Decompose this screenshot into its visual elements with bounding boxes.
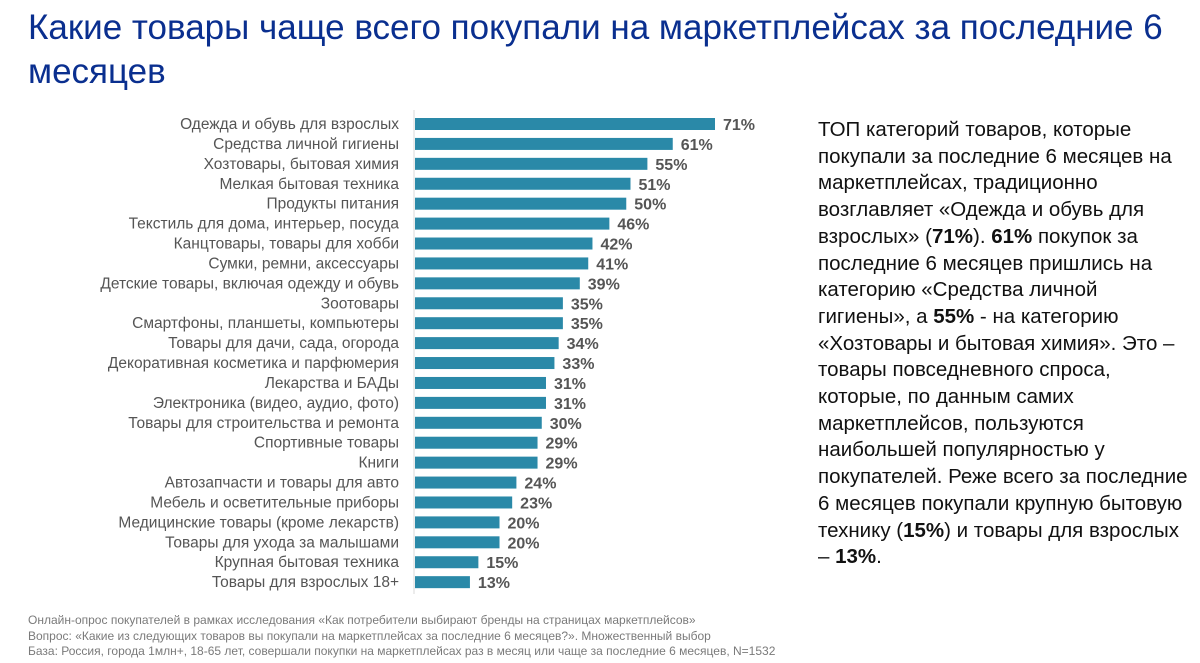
category-label: Зоотовары (321, 295, 399, 312)
category-label: Одежда и обувь для взрослых (180, 116, 399, 133)
description-segment: покупок за последние 6 месяцев пришлись … (818, 224, 1153, 328)
highlight-value: 61% (991, 224, 1033, 248)
data-label: 51% (638, 177, 670, 194)
data-label: 61% (681, 137, 713, 154)
description-segment: ) и товары для взрослых – (818, 518, 1180, 569)
category-label: Мебель и осветительные приборы (150, 494, 399, 511)
bar (415, 177, 631, 190)
data-label: 50% (634, 197, 666, 214)
data-label: 29% (546, 456, 578, 473)
page-title: Какие товары чаще всего покупали на марк… (28, 8, 1163, 91)
category-label: Хозтовары, бытовая химия (204, 156, 399, 173)
data-label: 31% (554, 396, 586, 413)
category-label: Канцтовары, товары для хобби (174, 236, 399, 253)
bar (415, 217, 610, 230)
data-label: 24% (524, 476, 556, 493)
bar (415, 416, 542, 429)
bar (415, 396, 546, 409)
bar (415, 257, 589, 270)
category-label: Товары для взрослых 18+ (212, 574, 399, 591)
category-label: Продукты питания (266, 196, 399, 213)
description-segment: - на категорию «Хозтовары и бытовая хими… (818, 304, 1188, 542)
bar (415, 516, 500, 529)
data-label: 30% (550, 416, 582, 433)
bar (415, 317, 563, 330)
bar (415, 157, 648, 170)
bar-chart: Одежда и обувь для взрослых 71% Средства л… (100, 110, 755, 594)
data-label: 34% (567, 336, 599, 353)
data-label: 23% (520, 495, 552, 512)
data-label: 35% (571, 296, 603, 313)
data-label: 13% (478, 575, 510, 592)
data-label: 29% (546, 436, 578, 453)
category-label: Книги (358, 455, 399, 472)
bar (415, 137, 673, 150)
bar (415, 576, 470, 589)
description-segment: ТОП категорий товаров, которые покупали … (818, 118, 1172, 248)
data-label: 46% (617, 217, 649, 234)
category-label: Крупная бытовая техника (215, 554, 400, 571)
description-segment: ). (973, 224, 992, 248)
data-label: 20% (508, 515, 540, 532)
category-label: Медицинские товары (кроме лекарств) (118, 514, 399, 531)
data-label: 15% (486, 555, 518, 572)
bar (415, 237, 593, 250)
bar (415, 357, 555, 370)
category-label: Текстиль для дома, интерьер, посуда (129, 216, 400, 233)
description-text: ТОП категорий товаров, которые покупали … (818, 117, 1188, 571)
bar (415, 436, 538, 449)
bar (415, 536, 500, 549)
data-label: 71% (723, 117, 755, 134)
bar (415, 456, 538, 469)
data-label: 33% (562, 356, 594, 373)
bar (415, 118, 715, 130)
category-label: Детские товары, включая одежду и обувь (100, 275, 399, 292)
highlight-value: 13% (835, 545, 877, 569)
bar (415, 496, 513, 509)
data-label: 41% (596, 256, 628, 273)
category-label: Автозапчасти и товары для авто (165, 475, 399, 492)
category-label: Декоративная косметика и парфюмерия (108, 355, 399, 372)
bar (415, 556, 479, 569)
category-label: Смартфоны, планшеты, компьютеры (132, 315, 399, 332)
data-label: 20% (508, 535, 540, 552)
footnotes: Онлайн-опрос покупателей в рамках исслед… (28, 613, 775, 660)
highlight-value: 71% (931, 224, 974, 248)
category-label: Мелкая бытовая техника (219, 176, 399, 193)
footnote-question: Вопрос: «Какие из следующих товаров вы п… (28, 628, 711, 643)
category-label: Товары для ухода за малышами (165, 534, 399, 551)
bar (415, 197, 627, 210)
category-label: Спортивные товары (254, 435, 399, 452)
data-label: 55% (655, 157, 687, 174)
data-label: 42% (600, 237, 632, 254)
category-label: Лекарства и БАДы (265, 375, 399, 392)
category-label: Товары для дачи, сада, огорода (168, 335, 399, 352)
category-label: Средства личной гигиены (213, 136, 399, 153)
data-label: 35% (571, 316, 603, 333)
data-label: 31% (554, 376, 586, 393)
category-label: Электроника (видео, аудио, фото) (153, 395, 399, 412)
bar (415, 297, 563, 310)
highlight-value: 55% (933, 304, 975, 328)
category-label: Сумки, ремни, аксессуары (208, 255, 399, 272)
bar (415, 376, 546, 389)
data-label: 39% (588, 276, 620, 293)
bar (415, 277, 580, 290)
category-label: Товары для строительства и ремонта (128, 415, 399, 432)
description-segment: . (876, 545, 882, 569)
bar (415, 337, 559, 350)
footnote-survey: Онлайн-опрос покупателей в рамках исслед… (28, 613, 696, 627)
highlight-value: 15% (903, 518, 945, 542)
bar (415, 476, 517, 489)
footnote-base: База: Россия, города 1млн+, 18-65 лет, с… (28, 644, 776, 658)
